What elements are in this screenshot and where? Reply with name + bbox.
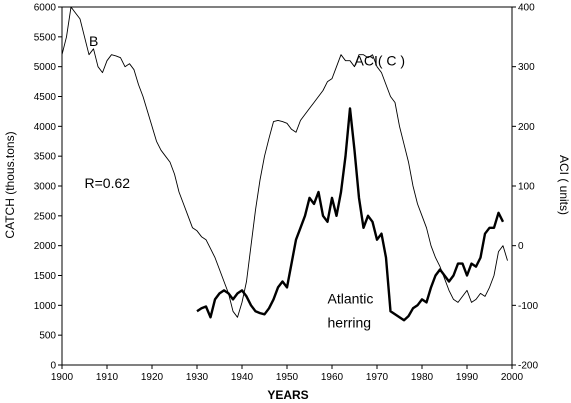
right-y-tick-label: 300 [518,62,535,73]
annotation-label: herring [328,314,372,330]
x-tick-label: 1930 [186,372,209,383]
left-y-tick-label: 500 [39,331,56,342]
left-y-tick-label: 3000 [34,182,57,193]
annotation-label: Atlantic [328,291,374,307]
x-tick-label: 1950 [276,372,299,383]
x-tick-label: 1960 [321,372,344,383]
left-y-tick-label: 1000 [34,301,57,312]
left-y-tick-label: 2500 [34,211,57,222]
left-y-tick-label: 2000 [34,241,57,252]
x-axis-title: YEARS [267,388,308,402]
right-y-tick-label: 0 [518,241,524,252]
annotation-label: R=0.62 [85,175,131,191]
x-tick-label: 1980 [411,372,434,383]
right-y-tick-label: -100 [518,301,538,312]
left-y-tick-label: 3500 [34,152,57,163]
x-tick-label: 1990 [456,372,479,383]
x-tick-label: 1900 [51,372,74,383]
right-y-tick-label: -200 [518,361,538,372]
right-y-tick-label: 100 [518,182,535,193]
herring-catch-series-line [196,107,505,322]
x-tick-label: 2000 [501,372,524,383]
right-y-tick-label: 200 [518,122,535,133]
x-tick-label: 1940 [231,372,254,383]
left-axis-title: CATCH (thous.tons) [3,131,17,238]
right-y-tick-label: 400 [518,3,535,14]
annotation-label: B [89,33,98,49]
left-y-tick-label: 1500 [34,271,57,282]
left-y-tick-label: 4000 [34,122,57,133]
left-y-tick-label: 6000 [34,3,57,14]
aci-series-line [61,6,508,318]
left-y-tick-label: 0 [50,361,56,372]
right-axis-title: ACI ( units) [557,155,571,215]
x-tick-label: 1910 [96,372,119,383]
ticks-group: 1900 1910 1920 1930 1940 1950 1960 1970 1980 1990… [34,3,539,384]
series-group [61,6,508,322]
left-y-tick-label: 4500 [34,92,57,103]
x-tick-label: 1920 [141,372,164,383]
left-y-tick-label: 5500 [34,32,57,43]
x-tick-label: 1970 [366,372,389,383]
annotations-group: B ACI( C ) R=0.62 Atlantic herring [85,33,406,331]
left-y-tick-label: 5000 [34,62,57,73]
annotation-label: ACI( C ) [355,52,406,68]
